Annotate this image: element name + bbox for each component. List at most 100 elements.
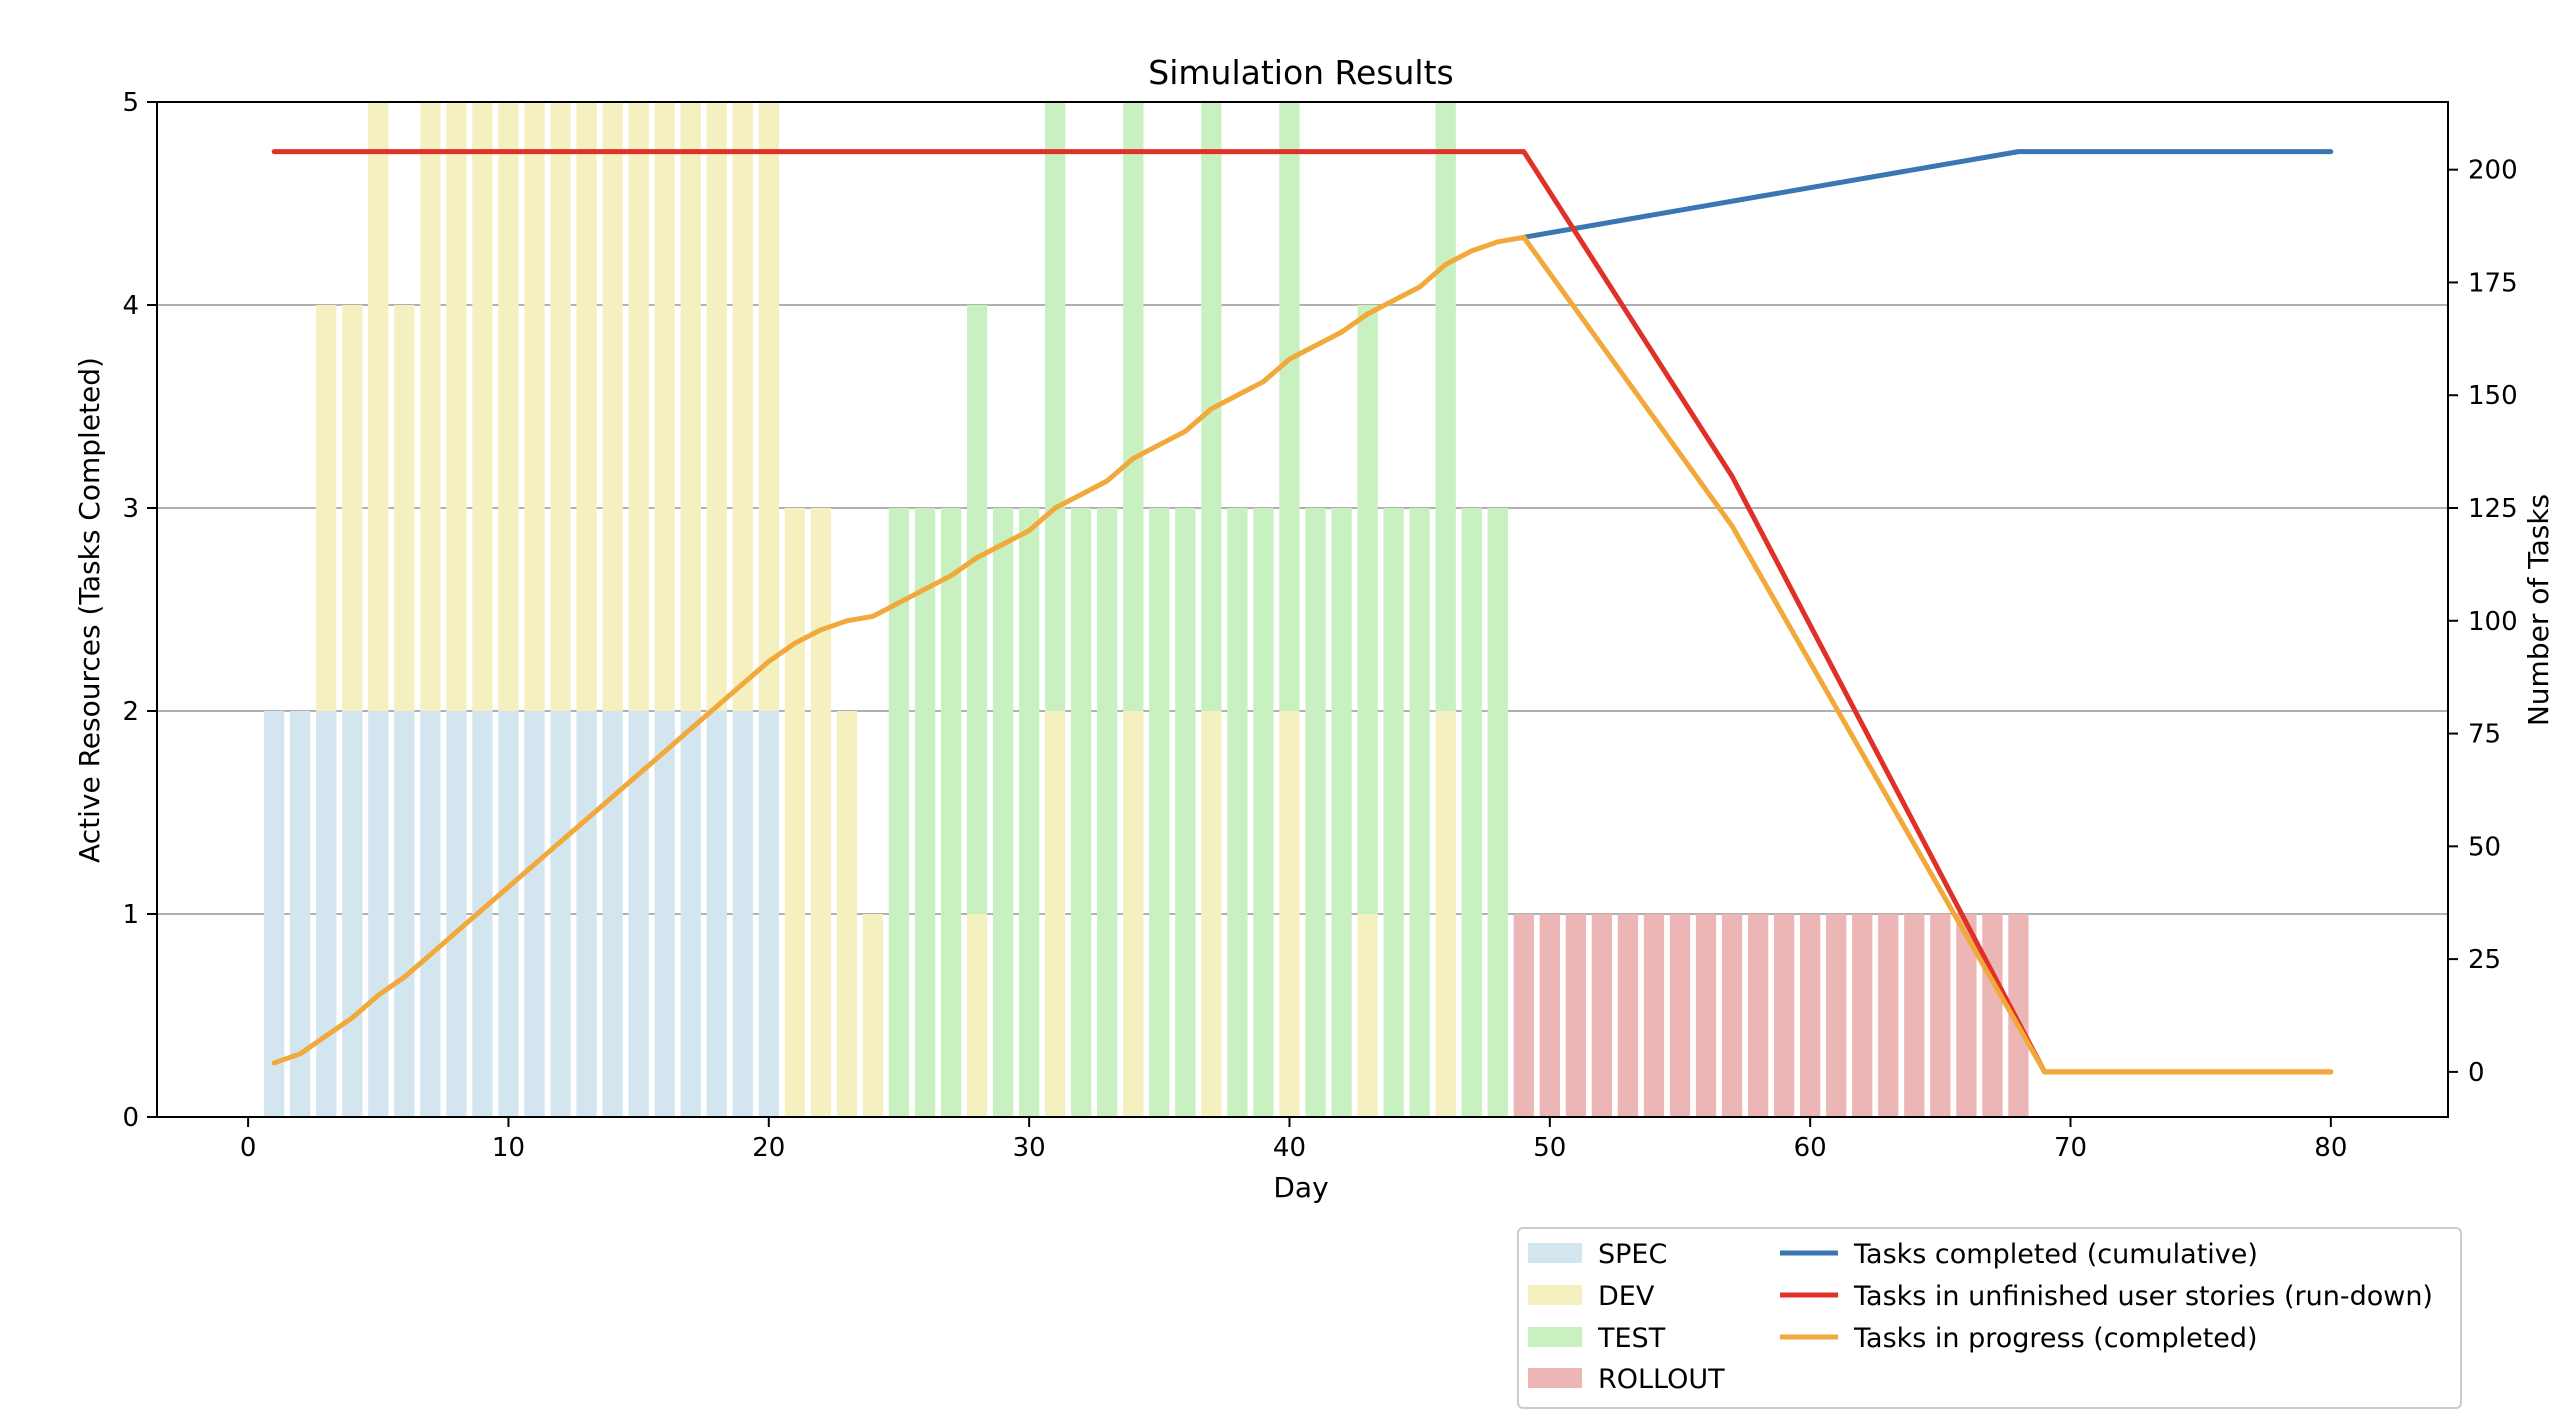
y-tick-label: 1 xyxy=(122,900,139,930)
bar-spec xyxy=(446,711,467,1117)
legend-label-completed-line: Tasks completed (cumulative) xyxy=(1853,1239,2258,1270)
bar-spec xyxy=(290,711,311,1117)
y-tick-label: 4 xyxy=(122,291,139,321)
bar-test xyxy=(1071,508,1092,1117)
bar-dev xyxy=(368,102,389,711)
bar-dev xyxy=(732,102,753,711)
in-progress-line xyxy=(271,234,2334,1075)
bar-test xyxy=(1435,102,1456,711)
x-axis-label: Day xyxy=(1273,1171,1328,1204)
x-tick-label: 70 xyxy=(2054,1133,2087,1163)
bar-test xyxy=(1487,508,1508,1117)
bar-spec xyxy=(420,711,441,1117)
bar-rollout xyxy=(1747,914,1769,1117)
bar-rollout xyxy=(1852,914,1873,1117)
bar-dev xyxy=(862,914,884,1117)
y2-tick-label: 0 xyxy=(2468,1058,2485,1088)
bar-group xyxy=(264,102,2029,1117)
y-tick-label: 5 xyxy=(122,88,139,118)
bar-spec xyxy=(602,711,623,1117)
bar-test xyxy=(1279,102,1300,711)
bar-rollout xyxy=(1643,914,1665,1117)
legend-label-in-progress-line: Tasks in progress (completed) xyxy=(1853,1323,2258,1354)
bar-test xyxy=(1461,508,1482,1117)
bar-test xyxy=(1383,508,1404,1117)
legend-label-rollout: ROLLOUT xyxy=(1598,1364,1725,1395)
bar-spec xyxy=(342,711,363,1117)
bar-spec xyxy=(758,711,779,1117)
bar-test xyxy=(1123,102,1144,711)
x-tick-label: 20 xyxy=(752,1133,785,1163)
y2-tick-label: 175 xyxy=(2468,268,2518,298)
bar-test xyxy=(1045,102,1066,711)
bar-dev xyxy=(394,305,415,711)
bar-test xyxy=(1227,508,1248,1117)
bar-dev xyxy=(1123,711,1144,1117)
bar-test xyxy=(1305,508,1326,1117)
bar-rollout xyxy=(1956,914,1977,1117)
bar-rollout xyxy=(1982,914,2003,1117)
legend-swatch-spec xyxy=(1528,1243,1582,1263)
bar-rollout xyxy=(1695,914,1717,1117)
bar-rollout xyxy=(2008,914,2029,1117)
legend-label-rundown-line: Tasks in unfinished user stories (run-do… xyxy=(1853,1281,2433,1312)
legend-swatch-rollout xyxy=(1528,1368,1582,1388)
bar-rollout xyxy=(1800,914,1821,1117)
bar-rollout xyxy=(1878,914,1899,1117)
bar-test xyxy=(1018,508,1040,1117)
x-tick-label: 80 xyxy=(2314,1133,2347,1163)
bar-test xyxy=(966,305,988,914)
bar-dev xyxy=(498,102,519,711)
bar-dev xyxy=(524,102,545,711)
legend-label-spec: SPEC xyxy=(1598,1239,1667,1270)
bar-test xyxy=(940,508,962,1117)
legend-label-dev: DEV xyxy=(1598,1281,1655,1312)
x-tick-label: 0 xyxy=(240,1133,257,1163)
bar-spec xyxy=(550,711,571,1117)
bar-spec xyxy=(368,711,389,1117)
bar-rollout xyxy=(1565,914,1587,1117)
bar-test xyxy=(992,508,1014,1117)
y2-tick-label: 150 xyxy=(2468,381,2518,411)
bar-dev xyxy=(758,102,779,711)
bar-dev xyxy=(472,102,493,711)
completed-line xyxy=(1521,149,2334,240)
bar-rollout xyxy=(1539,914,1560,1117)
bar-rollout xyxy=(1669,914,1691,1117)
chart-title: Simulation Results xyxy=(1148,53,1453,92)
x-tick-label: 50 xyxy=(1533,1133,1566,1163)
y-tick-label: 2 xyxy=(122,697,139,727)
y-axis-left: 0 1 2 3 4 5 xyxy=(122,88,157,1133)
y-tick-label: 3 xyxy=(122,494,139,524)
bar-spec xyxy=(394,711,415,1117)
bar-spec xyxy=(706,711,727,1117)
bar-spec xyxy=(498,711,519,1117)
bar-rollout xyxy=(1773,914,1795,1117)
x-tick-label: 60 xyxy=(1794,1133,1827,1163)
x-tick-label: 10 xyxy=(492,1133,525,1163)
bar-test xyxy=(888,508,910,1117)
x-axis: 0 10 20 30 40 50 60 70 80 xyxy=(240,1117,2347,1163)
bar-dev xyxy=(1435,711,1456,1117)
bar-spec xyxy=(316,711,337,1117)
bar-dev xyxy=(420,102,441,711)
legend-swatch-test xyxy=(1528,1327,1582,1347)
bar-test xyxy=(1149,508,1170,1117)
bar-dev xyxy=(550,102,571,711)
bar-spec xyxy=(732,711,753,1117)
y2-tick-label: 125 xyxy=(2468,494,2518,524)
y2-tick-label: 50 xyxy=(2468,832,2501,862)
bar-dev xyxy=(1201,711,1222,1117)
bar-dev xyxy=(836,711,858,1117)
legend-swatch-dev xyxy=(1528,1285,1582,1305)
bar-dev xyxy=(810,508,832,1117)
line-group xyxy=(271,149,2334,1075)
bar-spec xyxy=(576,711,597,1117)
bar-spec xyxy=(654,711,675,1117)
bar-dev xyxy=(1045,711,1066,1117)
bar-dev xyxy=(680,102,701,711)
bar-spec xyxy=(264,711,285,1117)
bar-spec xyxy=(628,711,649,1117)
legend: SPEC DEV TEST ROLLOUT Tasks completed (cumul… xyxy=(1517,1227,2462,1409)
y2-tick-label: 25 xyxy=(2468,945,2501,975)
